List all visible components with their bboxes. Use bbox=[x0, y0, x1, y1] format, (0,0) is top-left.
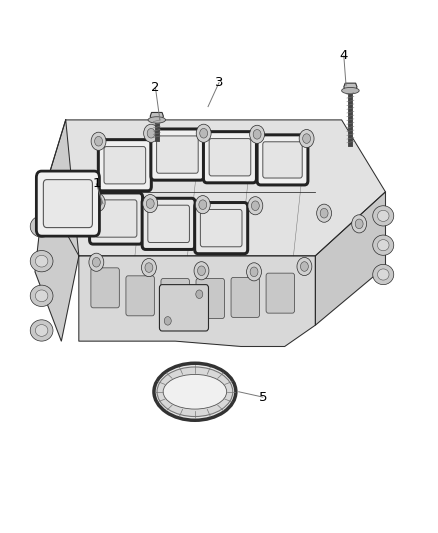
Circle shape bbox=[194, 262, 209, 280]
Circle shape bbox=[200, 128, 208, 138]
FancyBboxPatch shape bbox=[95, 200, 137, 237]
Circle shape bbox=[297, 257, 312, 276]
FancyBboxPatch shape bbox=[196, 278, 224, 319]
Circle shape bbox=[247, 263, 261, 281]
Circle shape bbox=[251, 201, 259, 211]
Circle shape bbox=[250, 125, 265, 143]
Circle shape bbox=[196, 290, 203, 298]
FancyBboxPatch shape bbox=[194, 203, 248, 254]
Circle shape bbox=[145, 263, 153, 272]
Circle shape bbox=[89, 253, 104, 271]
FancyBboxPatch shape bbox=[142, 198, 195, 249]
Text: 1: 1 bbox=[92, 177, 101, 190]
FancyBboxPatch shape bbox=[151, 129, 204, 180]
FancyBboxPatch shape bbox=[231, 277, 259, 318]
Circle shape bbox=[199, 200, 207, 209]
Ellipse shape bbox=[35, 325, 48, 336]
Circle shape bbox=[95, 136, 102, 146]
Polygon shape bbox=[150, 112, 163, 120]
Ellipse shape bbox=[35, 255, 48, 267]
Circle shape bbox=[144, 124, 159, 142]
FancyBboxPatch shape bbox=[157, 136, 198, 173]
FancyBboxPatch shape bbox=[104, 147, 145, 184]
FancyBboxPatch shape bbox=[161, 278, 189, 319]
FancyBboxPatch shape bbox=[90, 193, 143, 244]
Circle shape bbox=[141, 259, 156, 277]
Ellipse shape bbox=[157, 367, 233, 417]
Polygon shape bbox=[35, 120, 79, 341]
Polygon shape bbox=[315, 192, 385, 325]
Ellipse shape bbox=[378, 240, 389, 251]
Circle shape bbox=[92, 257, 100, 267]
FancyBboxPatch shape bbox=[201, 209, 242, 247]
Circle shape bbox=[303, 134, 311, 143]
FancyBboxPatch shape bbox=[266, 273, 295, 313]
Circle shape bbox=[317, 204, 332, 222]
Circle shape bbox=[355, 219, 363, 229]
Polygon shape bbox=[79, 256, 315, 346]
FancyBboxPatch shape bbox=[209, 139, 251, 176]
Circle shape bbox=[196, 124, 211, 142]
Text: 3: 3 bbox=[215, 76, 223, 89]
FancyBboxPatch shape bbox=[159, 285, 208, 331]
Circle shape bbox=[195, 196, 210, 214]
Ellipse shape bbox=[378, 211, 389, 221]
Circle shape bbox=[253, 130, 261, 139]
Circle shape bbox=[352, 215, 367, 233]
Circle shape bbox=[146, 199, 154, 208]
Ellipse shape bbox=[30, 320, 53, 341]
Text: 4: 4 bbox=[339, 50, 348, 62]
Circle shape bbox=[198, 266, 205, 276]
Ellipse shape bbox=[373, 264, 394, 285]
Ellipse shape bbox=[30, 285, 53, 306]
FancyBboxPatch shape bbox=[98, 140, 151, 191]
Circle shape bbox=[300, 262, 308, 271]
Ellipse shape bbox=[148, 117, 166, 123]
Ellipse shape bbox=[30, 216, 53, 237]
FancyBboxPatch shape bbox=[257, 135, 308, 185]
Ellipse shape bbox=[163, 374, 227, 409]
FancyBboxPatch shape bbox=[263, 142, 302, 178]
Ellipse shape bbox=[154, 364, 236, 420]
Polygon shape bbox=[44, 120, 385, 256]
Text: 2: 2 bbox=[151, 82, 160, 94]
FancyBboxPatch shape bbox=[43, 180, 92, 228]
Circle shape bbox=[147, 128, 155, 138]
Circle shape bbox=[248, 197, 263, 215]
FancyBboxPatch shape bbox=[36, 171, 99, 236]
Circle shape bbox=[164, 317, 171, 325]
FancyBboxPatch shape bbox=[126, 276, 154, 316]
Ellipse shape bbox=[373, 235, 394, 255]
Ellipse shape bbox=[373, 206, 394, 226]
FancyBboxPatch shape bbox=[91, 268, 119, 308]
Circle shape bbox=[143, 195, 158, 213]
Ellipse shape bbox=[30, 251, 53, 272]
FancyBboxPatch shape bbox=[148, 205, 189, 243]
Circle shape bbox=[250, 267, 258, 277]
Circle shape bbox=[94, 198, 102, 207]
FancyBboxPatch shape bbox=[203, 132, 257, 183]
Text: 5: 5 bbox=[258, 391, 267, 403]
Circle shape bbox=[90, 193, 105, 212]
Circle shape bbox=[320, 208, 328, 218]
Ellipse shape bbox=[342, 87, 359, 94]
Ellipse shape bbox=[378, 269, 389, 280]
Circle shape bbox=[299, 130, 314, 148]
Ellipse shape bbox=[35, 290, 48, 302]
Circle shape bbox=[91, 132, 106, 150]
Ellipse shape bbox=[35, 221, 48, 232]
Polygon shape bbox=[344, 83, 357, 91]
